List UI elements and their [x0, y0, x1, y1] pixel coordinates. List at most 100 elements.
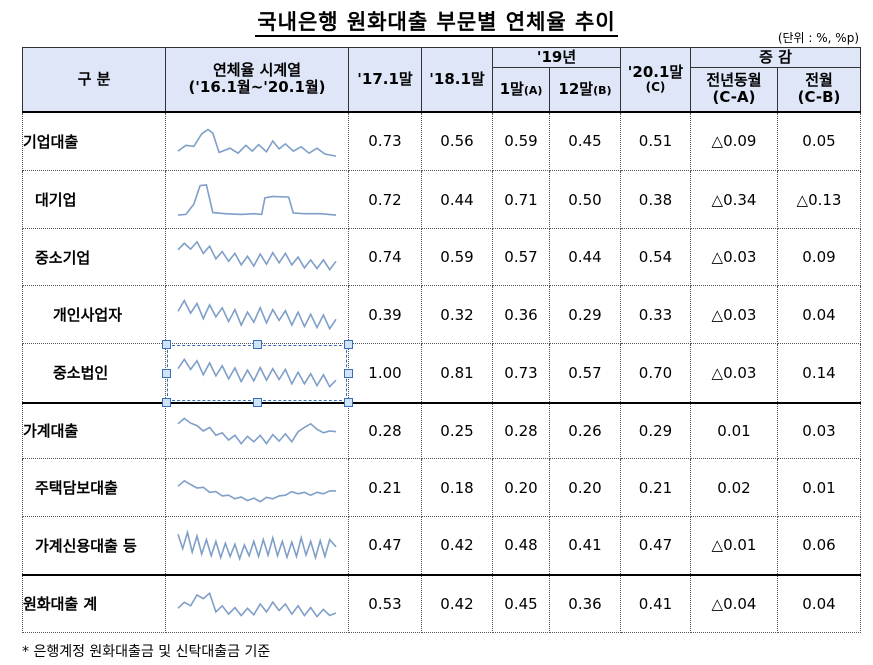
table-row: 중소기업 0.74 0.59 0.57 0.44 0.54 △0.03 0.09 — [22, 228, 862, 286]
cell-v1701: 0.73 — [348, 110, 422, 171]
sparkline-chart[interactable] — [162, 340, 353, 407]
cell-v1912: 0.20 — [549, 458, 621, 517]
row-label: 중소법인 — [22, 343, 166, 403]
resize-handle[interactable] — [344, 340, 353, 349]
cell-v1801: 0.44 — [421, 170, 493, 229]
header-mom: 전월 (C-B) — [776, 67, 862, 112]
cell-v2001: 0.29 — [620, 401, 691, 459]
table-row: 대기업 0.72 0.44 0.71 0.50 0.38 △0.34 △0.13 — [22, 170, 862, 229]
resize-handle[interactable] — [162, 368, 171, 378]
sparkline-chart — [165, 458, 349, 517]
cell-v1701: 0.28 — [348, 401, 422, 459]
header-series: 연체율 시계열 ('16.1월~'20.1월) — [165, 47, 349, 112]
cell-v1801: 0.32 — [421, 285, 493, 344]
sparkline-chart — [165, 170, 349, 229]
cell-v1901: 0.20 — [492, 458, 550, 517]
cell-v1901: 0.71 — [492, 170, 550, 229]
cell-mom: 0.06 — [776, 516, 862, 575]
cell-v1912: 0.26 — [549, 401, 621, 459]
cell-v1701: 0.72 — [348, 170, 422, 229]
cell-v1912: 0.57 — [549, 343, 621, 403]
cell-yoy: △0.03 — [690, 228, 778, 286]
unit-note: (단위 : %, %p) — [777, 31, 859, 45]
cell-yoy: △0.01 — [690, 516, 778, 575]
cell-v1912: 0.45 — [549, 110, 621, 171]
cell-v2001: 0.70 — [620, 343, 691, 403]
cell-v1801: 0.59 — [421, 228, 493, 286]
cell-v1801: 0.42 — [421, 573, 493, 633]
row-label: 대기업 — [22, 170, 166, 229]
cell-v1901: 0.28 — [492, 401, 550, 459]
cell-mom: 0.03 — [776, 401, 862, 459]
header-1701: '17.1말 — [348, 47, 422, 112]
cell-yoy: △0.09 — [690, 110, 778, 171]
cell-mom: 0.04 — [776, 573, 862, 633]
header-yoy: 전년동월 (C-A) — [690, 67, 778, 112]
cell-v1901: 0.45 — [492, 573, 550, 633]
resize-handle[interactable] — [344, 397, 353, 407]
cell-v2001: 0.33 — [620, 285, 691, 344]
table-row: 원화대출 계 0.53 0.42 0.45 0.36 0.41 △0.04 0.04 — [22, 573, 862, 633]
selection-frame[interactable] — [167, 345, 347, 401]
cell-v1801: 0.56 — [421, 110, 493, 171]
cell-mom: 0.05 — [776, 110, 862, 171]
cell-v1912: 0.41 — [549, 516, 621, 575]
cell-v1901: 0.57 — [492, 228, 550, 286]
cell-yoy: 0.01 — [690, 401, 778, 459]
cell-v1901: 0.36 — [492, 285, 550, 344]
cell-yoy: △0.03 — [690, 285, 778, 344]
cell-mom: 0.04 — [776, 285, 862, 344]
cell-v1701: 0.21 — [348, 458, 422, 517]
cell-v1801: 0.81 — [421, 343, 493, 403]
delinquency-table: 구 분 연체율 시계열 ('16.1월~'20.1월) '17.1말 '18.1말… — [22, 47, 862, 633]
row-label: 가계대출 — [22, 401, 166, 459]
header-category: 구 분 — [22, 47, 166, 112]
cell-v2001: 0.21 — [620, 458, 691, 517]
resize-handle[interactable] — [162, 340, 171, 349]
page-title: 국내은행 원화대출 부문별 연체율 추이 — [0, 6, 873, 37]
cell-v1912: 0.29 — [549, 285, 621, 344]
header-group-19: '19년 — [492, 47, 621, 68]
cell-v1701: 0.47 — [348, 516, 422, 575]
resize-handle[interactable] — [253, 397, 262, 407]
row-label: 원화대출 계 — [22, 573, 166, 633]
footnote: * 은행계정 원화대출금 및 신탁대출금 기준 — [22, 644, 271, 660]
header-1801: '18.1말 — [421, 47, 493, 112]
cell-v1801: 0.18 — [421, 458, 493, 517]
cell-v1801: 0.25 — [421, 401, 493, 459]
row-label: 기업대출 — [22, 110, 166, 171]
cell-yoy: △0.04 — [690, 573, 778, 633]
cell-v1912: 0.50 — [549, 170, 621, 229]
sparkline-chart — [165, 573, 349, 633]
resize-handle[interactable] — [162, 397, 171, 407]
cell-v1801: 0.42 — [421, 516, 493, 575]
row-label: 주택담보대출 — [22, 458, 166, 517]
cell-v1901: 0.73 — [492, 343, 550, 403]
cell-mom: 0.01 — [776, 458, 862, 517]
cell-v1912: 0.36 — [549, 573, 621, 633]
header-1901: 1말(A) — [492, 67, 550, 112]
resize-handle[interactable] — [344, 368, 353, 378]
sparkline-chart — [165, 285, 349, 344]
cell-v1901: 0.48 — [492, 516, 550, 575]
cell-v2001: 0.51 — [620, 110, 691, 171]
sparkline-chart — [165, 401, 349, 459]
header-1912: 12말(B) — [549, 67, 621, 112]
table-row: 개인사업자 0.39 0.32 0.36 0.29 0.33 △0.03 0.04 — [22, 285, 862, 344]
sparkline-chart — [165, 516, 349, 575]
cell-v2001: 0.54 — [620, 228, 691, 286]
cell-mom: △0.13 — [776, 170, 862, 229]
cell-v1912: 0.44 — [549, 228, 621, 286]
resize-handle[interactable] — [253, 340, 262, 349]
table-row: 기업대출 0.73 0.56 0.59 0.45 0.51 △0.09 0.05 — [22, 110, 862, 171]
cell-mom: 0.14 — [776, 343, 862, 403]
table-row: 중소법인 1.00 0.81 0.73 0.57 0.70 △0.03 0.14 — [22, 340, 862, 407]
cell-v2001: 0.38 — [620, 170, 691, 229]
header-2001: '20.1말 (C) — [620, 47, 691, 112]
table-row: 가계대출 0.28 0.25 0.28 0.26 0.29 0.01 0.03 — [22, 401, 862, 459]
cell-v1701: 0.53 — [348, 573, 422, 633]
cell-v1901: 0.59 — [492, 110, 550, 171]
sparkline-chart — [165, 110, 349, 171]
cell-yoy: △0.34 — [690, 170, 778, 229]
sparkline-chart — [165, 228, 349, 286]
